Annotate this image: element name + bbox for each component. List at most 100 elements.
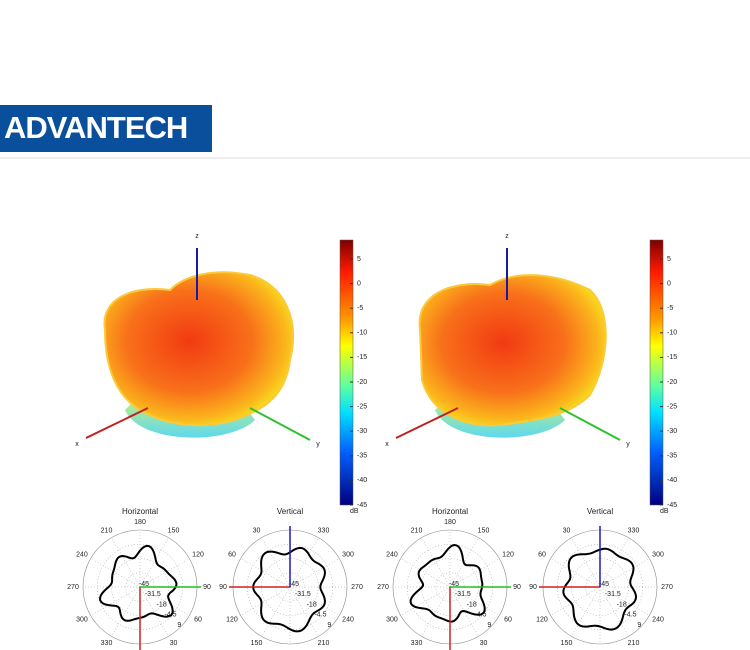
- polar-ring: [261, 558, 319, 616]
- polar-angle: 30: [253, 528, 261, 535]
- axis-y: [559, 407, 621, 441]
- polar-spoke: [240, 586, 291, 616]
- colorbar-label: -15: [357, 354, 367, 361]
- polar-rtick: -45: [449, 581, 459, 588]
- axis-y: [249, 407, 311, 441]
- polar-spoke: [139, 586, 169, 637]
- polar-spoke: [599, 586, 650, 616]
- polar-angle: 150: [561, 640, 573, 647]
- polar-rtick: -4.5: [314, 612, 326, 619]
- polar-angle: 330: [101, 640, 113, 647]
- colorbar-unit: dB: [350, 508, 359, 515]
- polar-title: Vertical: [277, 507, 303, 516]
- polar-spoke: [90, 558, 141, 588]
- polar-angle: 90: [203, 584, 211, 591]
- colorbar-label: -20: [357, 379, 367, 386]
- polar-angle: 120: [536, 616, 548, 623]
- polar-angle: 120: [192, 551, 204, 558]
- polar-spoke: [139, 586, 190, 616]
- polar-spoke: [449, 586, 479, 637]
- polar-angle: 240: [386, 551, 398, 558]
- polar-angle: 90: [513, 584, 521, 591]
- polar-rtick: -18: [617, 601, 627, 608]
- polar-spoke: [599, 586, 629, 637]
- colorbar-label: 0: [357, 280, 361, 287]
- polar-angle: 30: [170, 640, 178, 647]
- colorbar-label: -20: [667, 379, 677, 386]
- polar-spoke: [550, 586, 601, 616]
- polar-spoke: [599, 537, 629, 588]
- polar-title: Vertical: [587, 507, 613, 516]
- polar-angle: 270: [661, 584, 673, 591]
- polar-rtick: -45: [289, 581, 299, 588]
- axis-x: [395, 407, 459, 439]
- polar-title: Horizontal: [432, 507, 468, 516]
- polar-title: Horizontal: [122, 507, 158, 516]
- polar-rtick: 9: [487, 622, 491, 629]
- logo-box: [0, 105, 212, 152]
- colorbar-label: -5: [357, 305, 363, 312]
- colorbar-label: 5: [667, 256, 671, 263]
- polar-spoke: [421, 586, 451, 637]
- colorbar-label: -35: [357, 453, 367, 460]
- polar-angle: 270: [67, 584, 79, 591]
- polar-rtick: -45: [599, 581, 609, 588]
- colorbar-label: -10: [357, 330, 367, 337]
- colorbar-label: -30: [667, 428, 677, 435]
- polar-spoke: [571, 586, 601, 637]
- polar-rtick: -4.5: [624, 612, 636, 619]
- polar-spoke: [599, 558, 650, 588]
- polar-rtick: 9: [327, 622, 331, 629]
- polar-rtick: -31.5: [295, 591, 311, 598]
- polar-rtick: -31.5: [605, 591, 621, 598]
- polar-spoke: [421, 537, 451, 588]
- pattern-3d: [418, 274, 607, 427]
- polar-spoke: [449, 586, 500, 616]
- axis-label: x: [385, 441, 389, 448]
- polar-angle: 150: [251, 640, 263, 647]
- axis-x: [85, 407, 149, 439]
- polar-spoke: [240, 558, 291, 588]
- polar-spoke: [400, 558, 451, 588]
- polar-angle: 60: [194, 616, 202, 623]
- polar-rtick: -31.5: [455, 591, 471, 598]
- polar-angle: 60: [504, 616, 512, 623]
- plots: zx y50-5-10-15-20-25-30-35-40-45dBHorizon…: [67, 233, 677, 650]
- pattern-3d: [103, 271, 295, 427]
- polar-angle: 180: [444, 519, 456, 526]
- polar-angle: 30: [563, 528, 571, 535]
- colorbar-label: -35: [667, 453, 677, 460]
- polar-angle: 90: [529, 584, 537, 591]
- polar-curve: [409, 543, 486, 623]
- polar-spoke: [289, 558, 340, 588]
- colorbar-label: -40: [357, 477, 367, 484]
- polar-spoke: [449, 558, 500, 588]
- colorbar-label: -10: [667, 330, 677, 337]
- axis-label: y: [626, 441, 630, 448]
- colorbar-unit: dB: [660, 508, 669, 515]
- axis-label: z: [195, 233, 199, 240]
- polar-spoke: [261, 537, 291, 588]
- polar-angle: 300: [386, 616, 398, 623]
- colorbar-label: -25: [667, 403, 677, 410]
- polar-angle: 300: [76, 616, 88, 623]
- polar-ring: [571, 558, 629, 616]
- polar-spoke: [449, 537, 479, 588]
- colorbar-label: 5: [357, 256, 361, 263]
- polar-spoke: [111, 537, 141, 588]
- polar-spoke: [289, 537, 319, 588]
- polar-angle: 60: [538, 551, 546, 558]
- polar-angle: 270: [377, 584, 389, 591]
- polar-rtick: 9: [637, 622, 641, 629]
- polar-angle: 120: [502, 551, 514, 558]
- colorbar: [649, 239, 664, 506]
- colorbar-label: -45: [667, 502, 677, 509]
- polar-angle: 210: [628, 640, 640, 647]
- polar-rtick: -18: [157, 601, 167, 608]
- polar-spoke: [139, 537, 169, 588]
- polar-curve: [562, 547, 638, 631]
- polar-angle: 30: [480, 640, 488, 647]
- polar-angle: 150: [168, 528, 180, 535]
- logo: ADVANTECH: [4, 110, 187, 145]
- polar-rtick: -31.5: [145, 591, 161, 598]
